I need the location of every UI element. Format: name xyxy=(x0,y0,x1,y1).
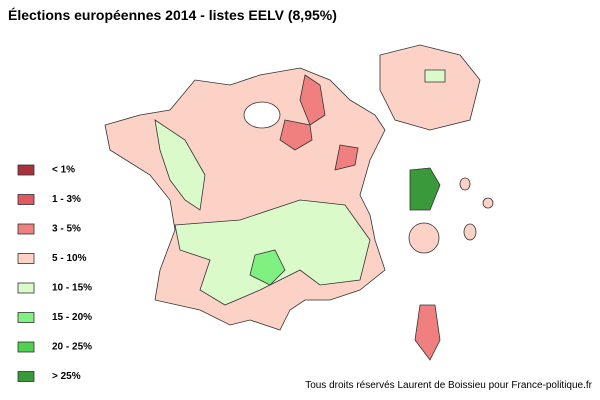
legend-swatch xyxy=(17,223,35,235)
map xyxy=(104,44,494,361)
legend-swatch xyxy=(17,194,35,205)
paris-green xyxy=(424,69,446,83)
island xyxy=(463,223,477,241)
island xyxy=(482,197,494,209)
legend-label: 20 - 25% xyxy=(52,342,92,353)
ile-de-france xyxy=(379,44,481,131)
legend-swatch xyxy=(17,282,35,294)
island xyxy=(459,177,471,191)
legend: < 1% 1 - 3% 3 - 5% 5 - 10% 10 - 15% 15 - 20% 2… xyxy=(17,164,92,382)
legend-label: 5 - 10% xyxy=(52,253,87,264)
legend-swatch xyxy=(17,341,35,353)
marne xyxy=(279,119,313,151)
guyane xyxy=(409,167,441,211)
legend-swatch xyxy=(17,253,35,264)
credit: Tous droits réservés Laurent de Boissieu… xyxy=(305,380,592,391)
haute-marne xyxy=(334,144,359,171)
legend-label: < 1% xyxy=(52,165,75,176)
west-green xyxy=(154,119,206,211)
legend-label: 1 - 3% xyxy=(52,194,81,205)
legend-swatch xyxy=(17,164,35,176)
aisne xyxy=(299,74,326,126)
legend-swatch xyxy=(17,312,35,323)
corse xyxy=(414,304,441,361)
legend-swatch xyxy=(17,371,35,382)
reunion xyxy=(408,222,440,254)
legend-label: > 25% xyxy=(52,371,81,382)
paris-hole xyxy=(243,101,281,129)
legend-label: 15 - 20% xyxy=(52,312,92,323)
title: Élections européennes 2014 - listes EELV… xyxy=(8,7,337,23)
legend-label: 10 - 15% xyxy=(52,283,92,294)
legend-label: 3 - 5% xyxy=(52,224,81,235)
aveyron xyxy=(249,249,286,286)
